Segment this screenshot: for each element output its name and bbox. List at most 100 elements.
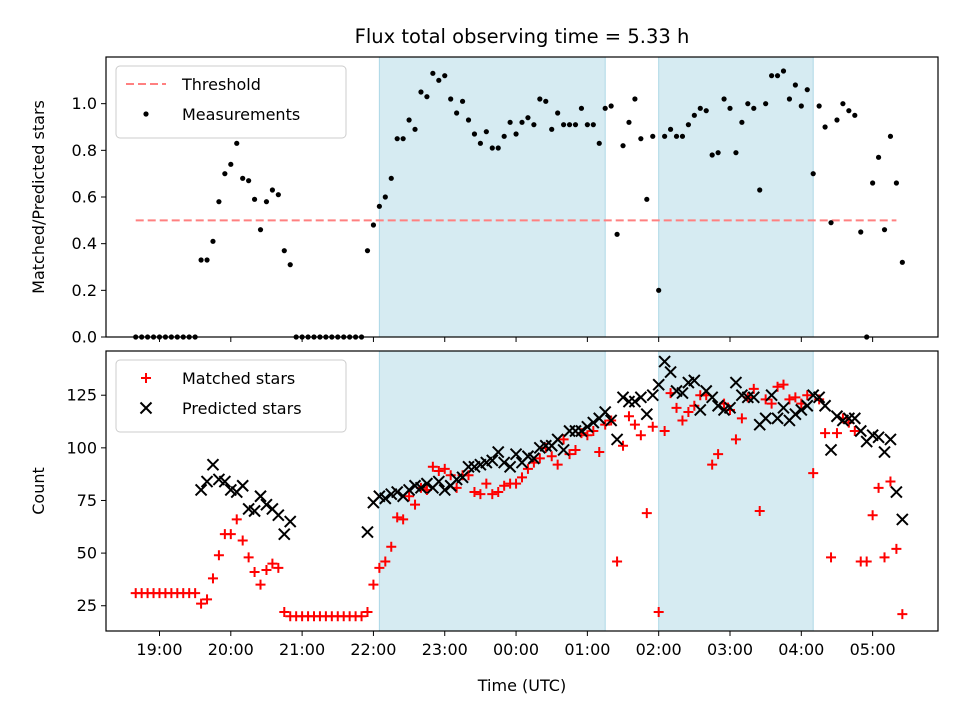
data-point xyxy=(382,194,388,200)
panel-1: 0.0 0.2 0.4 0.6 0.8 1.0 Matched/Predicted star… xyxy=(29,25,939,347)
data-point xyxy=(891,543,902,554)
data-point xyxy=(754,506,765,516)
data-point xyxy=(650,133,656,139)
data-point xyxy=(628,395,642,408)
data-point xyxy=(261,564,272,575)
x-tick-label: 01:00 xyxy=(564,640,610,659)
data-point xyxy=(760,394,771,405)
data-point xyxy=(745,101,751,107)
data-point xyxy=(376,203,382,209)
data-point xyxy=(747,391,760,404)
data-point xyxy=(370,222,377,228)
data-point xyxy=(778,379,789,390)
data-point xyxy=(436,77,442,83)
data-point xyxy=(890,485,903,499)
data-point xyxy=(361,525,374,539)
data-point xyxy=(190,588,201,599)
data-point xyxy=(587,416,600,429)
y-tick-label: 25 xyxy=(77,596,97,615)
data-point xyxy=(477,140,483,146)
data-point xyxy=(414,481,428,495)
data-point xyxy=(662,133,668,139)
x-axis-label: Time (UTC) xyxy=(477,676,566,695)
data-point xyxy=(646,389,659,402)
y-tick-label: 0.2 xyxy=(72,281,97,300)
data-point xyxy=(673,133,680,139)
data-point xyxy=(456,471,469,484)
data-point xyxy=(433,466,444,476)
data-point xyxy=(766,398,777,409)
data-point xyxy=(656,287,662,293)
x-tick-label: 20:00 xyxy=(208,640,254,659)
data-point xyxy=(867,510,878,521)
data-point xyxy=(632,96,638,102)
y-tick-label: 50 xyxy=(77,544,97,563)
y-tick-label: 0.4 xyxy=(72,234,97,253)
data-point xyxy=(420,477,434,490)
data-point xyxy=(438,483,451,497)
data-point xyxy=(854,424,867,438)
x-tick-label: 22:00 xyxy=(350,640,396,659)
data-point xyxy=(379,492,392,505)
data-point xyxy=(481,478,492,489)
data-point xyxy=(671,402,682,413)
data-point xyxy=(688,374,701,387)
data-point xyxy=(647,421,658,432)
data-point xyxy=(471,131,478,137)
highlight-span xyxy=(658,56,814,338)
data-point xyxy=(763,101,769,107)
data-point xyxy=(551,433,564,446)
data-point xyxy=(236,479,249,492)
data-point xyxy=(442,73,448,79)
data-point xyxy=(511,478,522,489)
data-point xyxy=(543,98,549,104)
data-point xyxy=(260,498,273,511)
data-point xyxy=(269,187,275,193)
data-point xyxy=(600,419,611,430)
data-point xyxy=(802,390,813,401)
x-tick-label: 21:00 xyxy=(279,640,325,659)
data-point xyxy=(537,96,543,102)
data-point xyxy=(356,611,367,622)
data-point xyxy=(818,399,832,412)
data-point xyxy=(248,504,261,518)
data-point xyxy=(210,238,216,244)
data-point xyxy=(497,456,511,469)
data-point xyxy=(896,513,909,526)
data-point xyxy=(893,180,900,186)
data-point xyxy=(852,112,858,118)
data-point xyxy=(792,82,798,88)
data-point xyxy=(664,365,677,379)
data-point xyxy=(769,73,775,79)
data-point xyxy=(730,434,741,445)
data-point xyxy=(287,262,293,268)
data-point xyxy=(582,430,593,441)
data-point xyxy=(410,499,421,510)
data-point xyxy=(598,405,612,419)
data-point xyxy=(198,257,204,263)
data-point xyxy=(878,445,891,459)
data-point xyxy=(432,475,446,488)
data-point xyxy=(846,108,852,114)
data-point xyxy=(222,171,228,177)
data-point xyxy=(618,440,629,451)
data-point xyxy=(667,126,674,132)
data-point xyxy=(275,192,281,198)
data-point xyxy=(564,449,575,460)
data-point xyxy=(808,468,819,479)
highlight-span xyxy=(658,350,814,632)
data-point xyxy=(492,445,505,459)
data-point xyxy=(558,434,569,445)
data-point xyxy=(885,476,896,487)
data-point xyxy=(849,426,860,436)
series-predicted-stars xyxy=(194,355,909,541)
data-point xyxy=(861,556,872,567)
data-point xyxy=(439,463,450,474)
legend-swatch xyxy=(143,111,149,117)
data-point xyxy=(566,122,573,128)
y-axis-label: Matched/Predicted stars xyxy=(29,100,48,294)
data-point xyxy=(525,115,531,121)
data-point xyxy=(658,355,671,368)
data-point xyxy=(531,122,537,128)
data-point xyxy=(486,454,499,467)
